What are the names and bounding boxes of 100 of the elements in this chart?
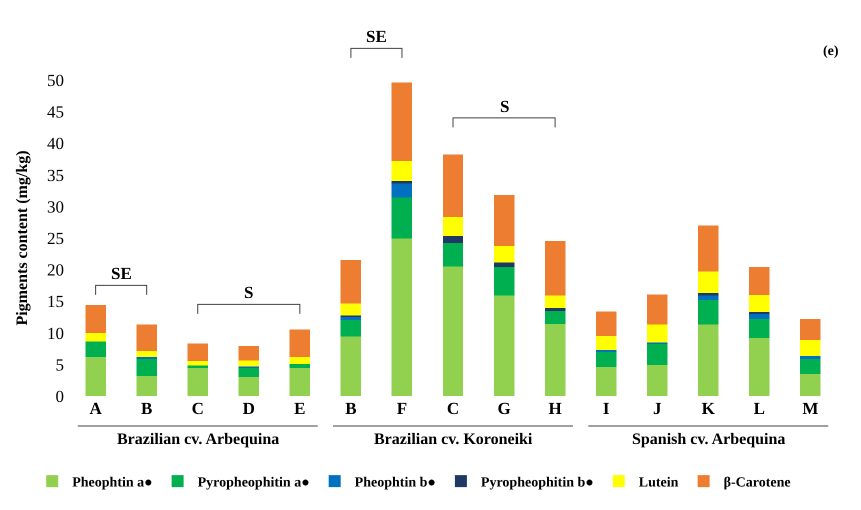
bar (596, 366, 616, 396)
bar (749, 267, 770, 295)
x-tick-label: B (141, 399, 152, 418)
bar (647, 294, 668, 325)
bar (698, 324, 718, 396)
x-tick-label: M (802, 399, 818, 418)
bar (494, 262, 514, 268)
bar (698, 225, 718, 272)
bar (188, 344, 208, 362)
annotation: SE (111, 264, 132, 283)
bar (544, 296, 566, 308)
bar (392, 160, 412, 182)
x-tick-label: H (548, 399, 562, 418)
bar (188, 368, 208, 396)
bar (800, 318, 821, 340)
legend-label: β-Carotene (724, 476, 791, 491)
bar (290, 364, 310, 368)
text: SE (366, 27, 387, 46)
y-tick-label: 45 (47, 102, 64, 122)
y-tick-label: 0 (56, 386, 64, 406)
bar (136, 351, 157, 357)
bar (442, 266, 464, 396)
bar (238, 377, 259, 396)
bar (698, 296, 718, 300)
x-tick-label: A (89, 399, 102, 418)
legend-label: Pheophtin b● (354, 476, 436, 491)
bar (442, 217, 464, 236)
y-tick-label: 10 (47, 324, 64, 343)
bar (647, 344, 668, 366)
bar (442, 154, 464, 218)
bar (85, 342, 106, 357)
y-tick-label: 50 (47, 70, 64, 90)
bar (340, 320, 362, 337)
bar (494, 296, 514, 396)
y-tick-label: 35 (47, 166, 64, 185)
text: Brazilian cv. Koroneiki (374, 431, 533, 448)
bar (800, 356, 821, 359)
bar (494, 267, 514, 296)
x-tick-label: J (652, 399, 662, 418)
bar (442, 243, 464, 266)
bar (596, 311, 616, 336)
bar (647, 365, 668, 396)
bar (340, 260, 362, 304)
legend-label: Pheophtin a● (72, 476, 153, 491)
bar (494, 246, 514, 263)
bar (392, 184, 412, 198)
bar (698, 300, 718, 325)
bar (290, 356, 310, 364)
bar (698, 272, 718, 293)
bar (494, 195, 514, 246)
bar (544, 308, 566, 311)
bar (188, 361, 208, 366)
bar (340, 336, 362, 396)
bar (85, 304, 106, 333)
bar (85, 356, 106, 396)
bar (698, 292, 718, 296)
bar (544, 310, 566, 324)
y-axis-title: Pigments content (mg/kg) (14, 150, 31, 326)
text: (e) (823, 44, 839, 59)
bar (136, 376, 157, 396)
bar (238, 346, 259, 361)
legend-label: Pyropheophitin a● (198, 476, 310, 491)
x-tick-label: C (446, 399, 460, 418)
bar (392, 198, 412, 239)
bar (596, 351, 616, 367)
y-tick-label: 25 (47, 228, 64, 248)
x-tick-label: L (754, 399, 765, 418)
y-tick-label: 40 (47, 134, 64, 154)
bar (749, 294, 770, 312)
x-tick-label: E (294, 399, 306, 418)
bar (647, 324, 668, 342)
bar (544, 241, 566, 296)
bar (238, 368, 259, 378)
bar (188, 366, 208, 368)
y-tick-label: 20 (47, 260, 64, 280)
bar (290, 368, 310, 396)
x-tick-label: D (242, 399, 255, 418)
bar (238, 360, 259, 366)
bar (340, 317, 362, 320)
bar (85, 332, 106, 342)
x-tick-label: C (192, 399, 204, 418)
x-tick-label: B (345, 399, 357, 418)
bar (596, 336, 616, 350)
bar (800, 358, 821, 374)
x-tick-label: F (396, 399, 408, 418)
y-tick-label: 5 (56, 355, 64, 374)
bar (442, 236, 464, 244)
bar (136, 324, 157, 352)
legend-label: Lutein (638, 476, 679, 491)
bar (392, 181, 412, 184)
bar (800, 340, 821, 356)
bar (392, 238, 412, 396)
text: Spanish cv. Arbequina (632, 431, 786, 448)
y-tick-label: 15 (47, 292, 64, 312)
text: Brazilian cv. Arbequina (117, 431, 280, 448)
bar (340, 304, 362, 316)
annotation: S (500, 97, 510, 116)
legend-label: Pyropheophitin b● (480, 476, 594, 491)
bar (749, 318, 770, 338)
bar (544, 324, 566, 396)
